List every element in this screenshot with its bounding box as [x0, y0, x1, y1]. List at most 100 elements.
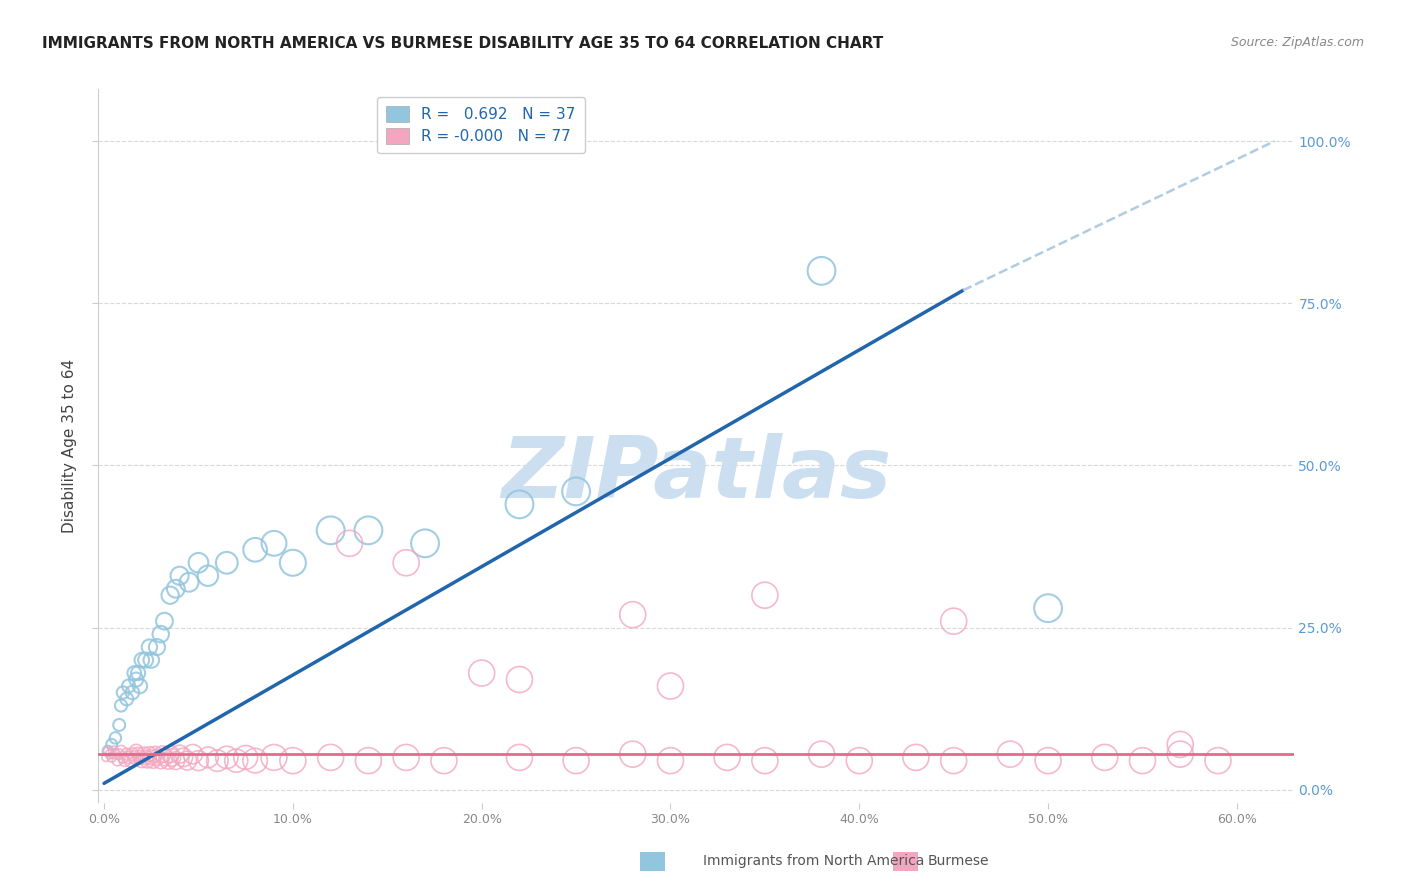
Point	[172, 750, 194, 764]
Legend: R =   0.692   N = 37, R = -0.000   N = 77: R = 0.692 N = 37, R = -0.000 N = 77	[377, 97, 585, 153]
Point	[153, 614, 176, 628]
Point	[716, 750, 738, 764]
Point	[225, 754, 247, 768]
Point	[165, 754, 187, 768]
Point	[111, 750, 134, 764]
Point	[138, 640, 160, 654]
Point	[132, 747, 155, 761]
Point	[187, 556, 209, 570]
Point	[146, 640, 169, 654]
Point	[160, 750, 183, 764]
Point	[110, 744, 132, 758]
Point	[621, 747, 644, 761]
Point	[177, 575, 200, 590]
Point	[395, 750, 418, 764]
Point	[1132, 754, 1154, 768]
Point	[810, 264, 832, 278]
Point	[187, 754, 209, 768]
Text: Immigrants from North America: Immigrants from North America	[703, 854, 924, 868]
Point	[159, 747, 181, 761]
Point	[215, 750, 238, 764]
Point	[508, 750, 530, 764]
Point	[319, 524, 342, 538]
Point	[117, 679, 139, 693]
Point	[413, 536, 436, 550]
Point	[125, 673, 148, 687]
Point	[263, 750, 285, 764]
Point	[108, 747, 131, 761]
Point	[103, 744, 125, 758]
Point	[129, 750, 152, 764]
Point	[97, 744, 120, 758]
Point	[117, 750, 139, 764]
Point	[942, 614, 965, 628]
Point	[942, 754, 965, 768]
Point	[157, 754, 180, 768]
Point	[1168, 747, 1191, 761]
Point	[659, 679, 682, 693]
Point	[215, 556, 238, 570]
Point	[135, 653, 157, 667]
Point	[121, 747, 143, 761]
Point	[319, 750, 342, 764]
Text: IMMIGRANTS FROM NORTH AMERICA VS BURMESE DISABILITY AGE 35 TO 64 CORRELATION CHA: IMMIGRANTS FROM NORTH AMERICA VS BURMESE…	[42, 36, 883, 51]
Point	[1000, 747, 1022, 761]
Point	[565, 484, 588, 499]
Point	[197, 568, 219, 582]
Point	[104, 747, 127, 761]
Point	[165, 582, 187, 596]
Point	[565, 754, 588, 768]
Point	[159, 588, 181, 602]
Point	[115, 692, 138, 706]
Point	[235, 750, 257, 764]
Point	[508, 673, 530, 687]
Point	[263, 536, 285, 550]
Point	[124, 666, 146, 681]
Point	[131, 653, 153, 667]
Point	[100, 738, 122, 752]
Point	[176, 754, 198, 768]
Point	[508, 497, 530, 511]
Point	[848, 754, 870, 768]
Point	[120, 754, 142, 768]
Point	[108, 718, 131, 732]
Point	[97, 744, 120, 758]
Point	[197, 750, 219, 764]
Point	[904, 750, 927, 764]
Point	[153, 750, 176, 764]
Point	[169, 568, 191, 582]
Point	[131, 754, 153, 768]
Point	[149, 754, 172, 768]
Point	[141, 653, 163, 667]
Point	[169, 747, 191, 761]
Point	[243, 542, 266, 557]
Point	[135, 750, 157, 764]
Point	[111, 685, 134, 699]
Point	[149, 627, 172, 641]
Text: Source: ZipAtlas.com: Source: ZipAtlas.com	[1230, 36, 1364, 49]
Point	[754, 754, 776, 768]
Point	[152, 747, 174, 761]
Point	[129, 679, 152, 693]
Point	[659, 754, 682, 768]
Point	[754, 588, 776, 602]
Point	[471, 666, 494, 681]
Point	[105, 754, 128, 768]
Point	[1094, 750, 1116, 764]
Point	[127, 747, 149, 761]
Point	[1168, 738, 1191, 752]
Point	[339, 536, 361, 550]
Point	[142, 754, 165, 768]
Point	[114, 754, 136, 768]
Point	[1036, 754, 1059, 768]
Y-axis label: Disability Age 35 to 64: Disability Age 35 to 64	[62, 359, 77, 533]
Point	[115, 747, 138, 761]
Point	[357, 524, 380, 538]
Point	[98, 747, 121, 761]
Point	[138, 747, 160, 761]
Point	[621, 607, 644, 622]
Text: Burmese: Burmese	[928, 854, 990, 868]
Point	[104, 731, 127, 745]
Point	[100, 750, 122, 764]
Point	[146, 750, 169, 764]
